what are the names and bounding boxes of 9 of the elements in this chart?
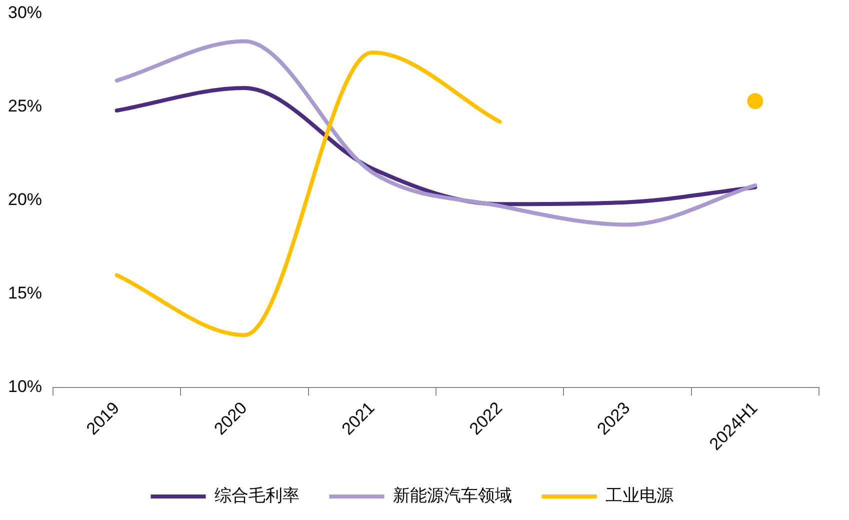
y-tick-label: 25%: [8, 96, 42, 116]
y-tick-label: 10%: [8, 377, 42, 396]
legend-label: 综合毛利率: [214, 486, 300, 506]
y-tick-label: 15%: [8, 284, 42, 303]
legend-label: 新能源汽车领域: [392, 486, 512, 506]
y-tick-label: 20%: [8, 190, 42, 210]
line-series: [114, 39, 758, 227]
legend-label: 工业电源: [605, 486, 674, 506]
y-tick-label: 30%: [8, 2, 42, 22]
